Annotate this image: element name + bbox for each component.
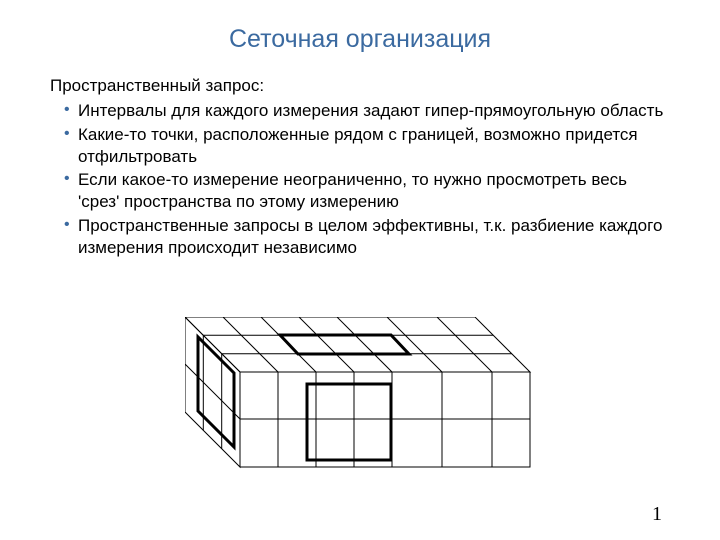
grid-diagram [185, 317, 535, 497]
page-number: 1 [652, 503, 662, 526]
list-item: Если какое-то измерение неограниченно, т… [64, 169, 670, 213]
list-item: Пространственные запросы в целом эффекти… [64, 215, 670, 259]
slide: Сеточная организация Пространственный за… [0, 0, 720, 540]
bullet-list: Интервалы для каждого измерения задают г… [50, 100, 670, 258]
section-subtitle: Пространственный запрос: [50, 76, 670, 96]
list-item: Какие-то точки, расположенные рядом с гр… [64, 124, 670, 168]
list-item: Интервалы для каждого измерения задают г… [64, 100, 670, 122]
page-title: Сеточная организация [50, 25, 670, 54]
